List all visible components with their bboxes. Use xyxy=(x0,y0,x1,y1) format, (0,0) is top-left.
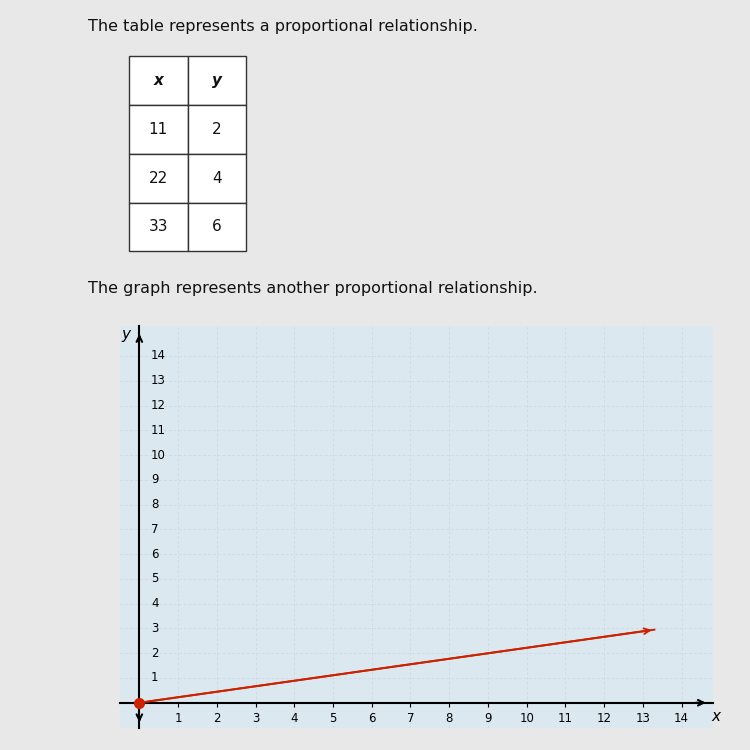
Text: 8: 8 xyxy=(151,498,158,511)
Bar xyxy=(188,105,246,154)
Bar xyxy=(129,56,188,105)
Text: 9: 9 xyxy=(151,473,158,486)
Text: 10: 10 xyxy=(151,448,166,461)
Text: x: x xyxy=(154,74,164,88)
Bar xyxy=(129,154,188,203)
Text: 33: 33 xyxy=(148,219,168,234)
Text: 2: 2 xyxy=(151,646,158,660)
Text: x: x xyxy=(712,709,721,724)
Bar xyxy=(188,154,246,203)
Text: 12: 12 xyxy=(151,399,166,412)
Text: 4: 4 xyxy=(212,171,222,186)
Text: 7: 7 xyxy=(151,523,158,536)
Text: 6: 6 xyxy=(212,219,222,234)
Bar xyxy=(129,202,188,251)
Text: 11: 11 xyxy=(148,122,168,136)
Text: 6: 6 xyxy=(151,548,158,560)
Text: 2: 2 xyxy=(212,122,222,136)
Text: The table represents a proportional relationship.: The table represents a proportional rela… xyxy=(88,19,478,34)
Text: 1: 1 xyxy=(151,671,158,685)
Text: 11: 11 xyxy=(151,424,166,436)
Text: 13: 13 xyxy=(151,374,166,387)
Text: 3: 3 xyxy=(151,622,158,635)
Text: 4: 4 xyxy=(151,597,158,610)
Text: The graph represents another proportional relationship.: The graph represents another proportiona… xyxy=(88,281,537,296)
Bar xyxy=(129,105,188,154)
Text: 5: 5 xyxy=(151,572,158,586)
Text: 14: 14 xyxy=(151,350,166,362)
Text: y: y xyxy=(212,74,222,88)
Bar xyxy=(188,56,246,105)
Text: 22: 22 xyxy=(148,171,168,186)
Text: y: y xyxy=(122,328,130,343)
Bar xyxy=(188,202,246,251)
